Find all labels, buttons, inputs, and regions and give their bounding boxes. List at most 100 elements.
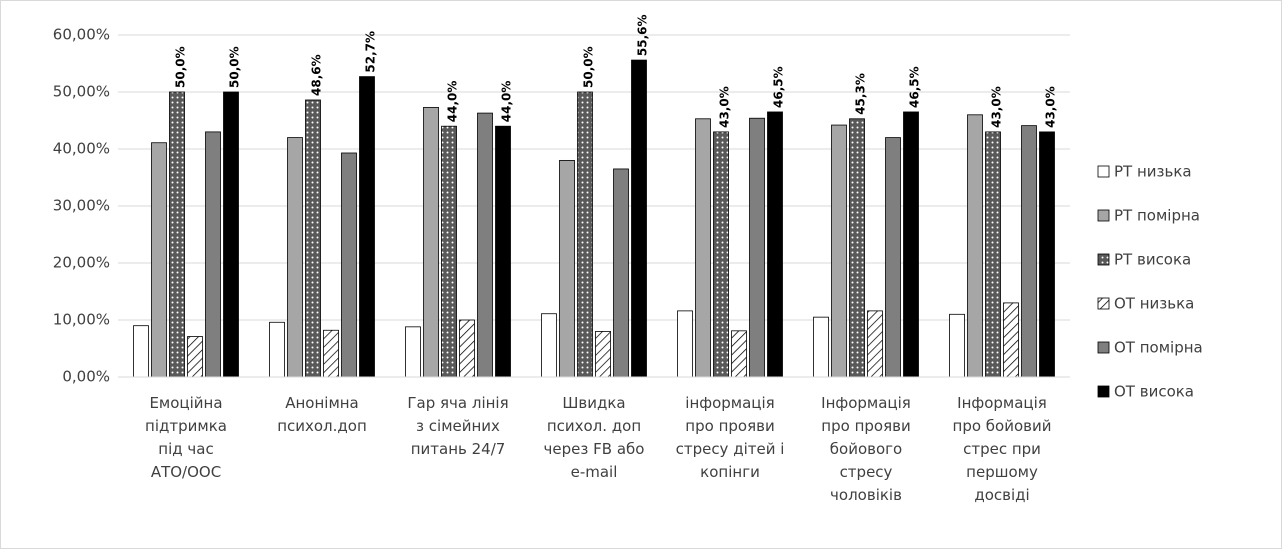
value-label: 46,5% [772,66,786,108]
bar [831,124,847,378]
value-label: 52,7% [364,31,378,73]
bar [305,99,321,378]
x-tick-line: психол. доп [547,417,641,435]
x-tick-line: інформація [685,394,774,412]
x-tick-line: Інформація [957,394,1047,412]
x-tick-line: копінги [700,463,760,481]
x-tick-label: Анонімна психол.доп [277,394,367,435]
y-tick-label: 20,00% [53,254,110,272]
bar [423,106,439,378]
value-label: 50,0% [582,46,596,88]
x-tick-label: Емоційна підтримка під час АТО/ООС [145,394,227,481]
bar [459,319,475,378]
bar [695,118,711,378]
x-tick-line: про прояви [685,417,774,435]
x-tick-line: чоловіків [830,486,902,504]
bar [749,117,765,378]
bar [1039,131,1055,378]
legend-label: РТ низька [1114,163,1192,181]
x-tick-line: через FB або [544,440,645,458]
x-tick-line: першому [966,463,1038,481]
bar [813,316,829,378]
y-tick-label: 50,00% [53,83,110,101]
bar [151,142,167,378]
x-tick-line: Інформація [821,394,911,412]
legend-label: ОТ низька [1114,295,1194,313]
y-tick-label: 60,00% [53,26,110,44]
value-label: 44,0% [446,81,460,123]
x-tick-label: інформація про прояви стресу дітей і копінг… [676,394,785,481]
value-label: 50,0% [174,46,188,88]
x-tick-line: з сімейних [416,417,500,435]
bar [133,325,149,378]
legend-swatch [1097,253,1110,266]
bar [1003,302,1019,378]
value-label: 45,3% [854,73,868,115]
legend-label: ОТ помірна [1114,339,1203,357]
x-tick-line: e-mail [571,463,618,481]
bar [885,137,901,378]
bar [541,313,557,378]
bar [287,137,303,378]
bar [767,111,783,378]
value-label: 55,6% [636,14,650,56]
value-label: 43,0% [1044,86,1058,128]
x-tick-line: стрес при [963,440,1041,458]
x-tick-line: АТО/ООС [151,463,221,481]
bar [867,310,883,378]
legend-swatch [1097,165,1110,178]
x-tick-label: Інформація про прояви бойового стресу чолові… [821,394,911,504]
value-label: 50,0% [228,46,242,88]
legend-label: РТ помірна [1114,207,1200,225]
bar [967,114,983,378]
x-tick-line: стресу дітей і [676,440,785,458]
bar [341,152,357,378]
bar [731,330,747,378]
bar [169,91,185,378]
x-tick-line: під час [158,440,213,458]
bar [903,111,919,378]
x-tick-line: Анонімна [285,394,359,412]
x-tick-line: питань 24/7 [411,440,506,458]
x-tick-label: Гар яча лінія з сімейних питань 24/7 [407,394,508,458]
x-tick-line: про бойовий [953,417,1052,435]
x-tick-line: бойового [830,440,902,458]
bar [1021,125,1037,378]
bar [677,310,693,378]
value-label: 48,6% [310,54,324,96]
x-tick-line: Гар яча лінія [407,394,508,412]
legend-swatch [1097,297,1110,310]
legend-label: РТ висока [1114,251,1191,269]
bar [205,131,221,378]
x-tick-line: про прояви [821,417,910,435]
y-tick-label: 0,00% [62,368,110,386]
x-tick-line: досвіді [974,486,1029,504]
bar [559,159,575,378]
legend-swatch [1097,209,1110,222]
bar [269,321,285,378]
x-tick-line: підтримка [145,417,227,435]
bar [359,76,375,378]
bar [849,118,865,378]
value-label: 43,0% [718,86,732,128]
bar [323,329,339,378]
bar [985,131,1001,378]
x-tick-line: Емоційна [149,394,222,412]
y-tick-label: 30,00% [53,197,110,215]
x-tick-label: Швидка психол. доп через FB або e-mail [544,394,645,481]
y-tick-label: 10,00% [53,311,110,329]
bar [441,125,457,378]
value-label: 46,5% [908,66,922,108]
legend-swatch [1097,385,1110,398]
bar [713,131,729,378]
legend-label: ОТ висока [1114,383,1194,401]
x-tick-line: Швидка [562,394,625,412]
y-tick-label: 40,00% [53,140,110,158]
bar [949,313,965,378]
bar [477,112,493,378]
bar [187,336,203,378]
bar [223,91,239,378]
bar [495,125,511,378]
bar [577,91,593,378]
